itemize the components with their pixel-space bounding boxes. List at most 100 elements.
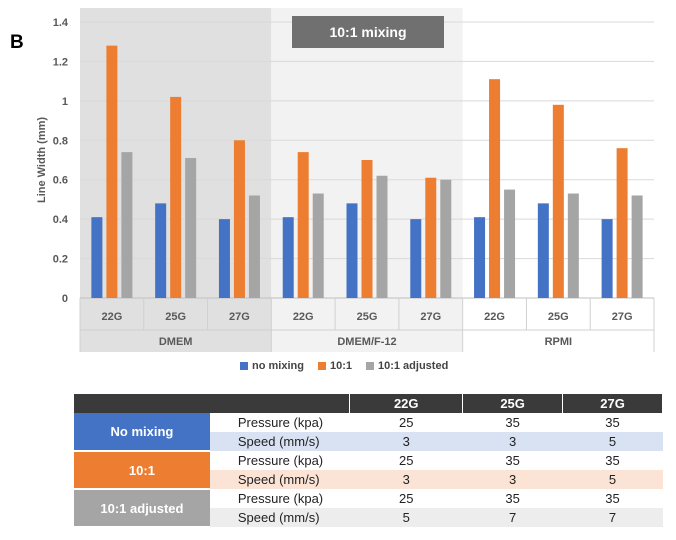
table-header-25g: 25G bbox=[462, 394, 564, 413]
chart-legend: no mixing 10:1 10:1 adjusted bbox=[240, 360, 448, 372]
bar-0-3 bbox=[282, 217, 294, 298]
table-row: Speed (mm/s) 5 7 7 bbox=[74, 508, 663, 527]
row-label: Pressure (kpa) bbox=[237, 491, 324, 506]
table-cell: 35 bbox=[605, 491, 620, 506]
row-label: Speed (mm/s) bbox=[209, 432, 350, 451]
table-cell: 35 bbox=[505, 453, 520, 468]
bar-2-3 bbox=[312, 193, 324, 298]
bar-1-7 bbox=[552, 104, 564, 298]
banner-box bbox=[292, 16, 444, 48]
table-cell: 7 bbox=[462, 508, 563, 527]
group-label: DMEM/F-12 bbox=[337, 336, 396, 348]
table-cell: 5 bbox=[562, 470, 663, 489]
group-label: RPMI bbox=[545, 336, 573, 348]
x-tick-label: 27G bbox=[229, 311, 250, 323]
row-label: Speed (mm/s) bbox=[209, 508, 350, 527]
bar-2-0 bbox=[121, 152, 133, 298]
y-tick-label: 1.2 bbox=[53, 56, 68, 68]
y-tick-label: 0 bbox=[62, 293, 68, 305]
bar-1-3 bbox=[297, 152, 309, 298]
legend-label-no-mixing: no mixing bbox=[252, 360, 304, 372]
bar-2-5 bbox=[440, 179, 452, 298]
table-cell: 35 bbox=[605, 453, 620, 468]
bar-1-0 bbox=[106, 45, 118, 299]
table-header-27g: 27G bbox=[562, 394, 663, 413]
table-header-row: 22G 25G 27G bbox=[74, 394, 663, 413]
legend-item-10-1: 10:1 bbox=[317, 360, 352, 372]
bar-chart: 0 0.2 0.4 0.6 0.8 1 1.2 1.4 Line Width (mm) 22G 25… bbox=[36, 8, 655, 352]
legend-item-10-1-adjusted: 10:1 adjusted bbox=[365, 360, 449, 372]
x-tick-label: 22G bbox=[484, 311, 505, 323]
bar-0-5 bbox=[410, 219, 422, 298]
y-tick-label: 0.6 bbox=[53, 175, 68, 187]
bar-2-6 bbox=[504, 189, 516, 298]
table-cell: 35 bbox=[505, 491, 520, 506]
table-cell: 3 bbox=[349, 432, 463, 451]
parameters-table: 22G 25G 27G No mixing Pressure (kpa) 25 … bbox=[74, 394, 663, 528]
bar-2-7 bbox=[567, 193, 579, 298]
legend-label-10-1-adjusted: 10:1 adjusted bbox=[377, 360, 449, 372]
y-axis-label: Line Width (mm) bbox=[36, 117, 48, 203]
table-cell: 3 bbox=[462, 432, 563, 451]
bar-0-1 bbox=[155, 203, 167, 298]
x-tick-label: 27G bbox=[420, 311, 441, 323]
legend-label-10-1: 10:1 bbox=[329, 360, 352, 372]
table-header-22g: 22G bbox=[349, 394, 464, 413]
x-tick-label: 25G bbox=[357, 311, 378, 323]
x-tick-label: 25G bbox=[165, 311, 186, 323]
legend-swatch-10-1-adjusted bbox=[365, 362, 374, 370]
y-tick-label: 0.2 bbox=[53, 254, 68, 266]
x-tick-label: 22G bbox=[293, 311, 314, 323]
table-cell: 25 bbox=[399, 453, 414, 468]
table-cell: 5 bbox=[562, 432, 663, 451]
table-cell: 35 bbox=[505, 415, 520, 430]
bar-0-2 bbox=[218, 219, 230, 298]
panel-label: B bbox=[10, 32, 24, 53]
group-label: DMEM bbox=[159, 336, 193, 348]
table-cell: 35 bbox=[605, 415, 620, 430]
group-no-mixing: No mixing bbox=[74, 413, 210, 452]
y-tick-label: 0.4 bbox=[53, 214, 69, 226]
table-cell: 7 bbox=[562, 508, 663, 527]
bar-1-5 bbox=[425, 177, 437, 298]
y-tick-label: 0.8 bbox=[53, 135, 68, 147]
bar-2-4 bbox=[376, 175, 388, 298]
bar-1-4 bbox=[361, 160, 373, 298]
table-cell: 25 bbox=[399, 415, 414, 430]
legend-swatch-no-mixing bbox=[240, 362, 248, 370]
legend-swatch-10-1 bbox=[317, 362, 326, 370]
y-tick-label: 1.4 bbox=[53, 17, 69, 29]
table-cell: 5 bbox=[349, 508, 463, 527]
bar-0-4 bbox=[346, 203, 358, 298]
bar-1-6 bbox=[489, 79, 501, 299]
x-tick-label: 27G bbox=[612, 311, 633, 323]
table-cell: 25 bbox=[399, 491, 414, 506]
bar-1-2 bbox=[233, 140, 245, 298]
bar-0-6 bbox=[474, 217, 486, 298]
group-10-1-adjusted: 10:1 adjusted bbox=[74, 489, 210, 528]
table-row: 10:1 adjusted Pressure (kpa) 25 35 35 bbox=[74, 489, 663, 528]
table-cell: 3 bbox=[349, 470, 463, 489]
row-label: Pressure (kpa) bbox=[237, 415, 324, 430]
bar-1-8 bbox=[616, 148, 628, 298]
table-header-blank bbox=[74, 394, 351, 413]
bar-0-0 bbox=[91, 217, 103, 298]
table-row: Speed (mm/s) 3 3 5 bbox=[74, 432, 663, 451]
row-label: Pressure (kpa) bbox=[237, 453, 324, 468]
table-row: Speed (mm/s) 3 3 5 bbox=[74, 470, 663, 489]
bar-2-8 bbox=[631, 195, 643, 298]
group-10-1: 10:1 bbox=[74, 451, 210, 490]
legend-item-no-mixing: no mixing bbox=[240, 360, 304, 372]
bar-0-8 bbox=[601, 219, 613, 298]
y-tick-label: 1 bbox=[62, 96, 68, 108]
x-tick-label: 25G bbox=[548, 311, 569, 323]
table-row: 10:1 Pressure (kpa) 25 35 35 bbox=[74, 451, 663, 490]
bar-0-7 bbox=[537, 203, 549, 298]
table-row: No mixing Pressure (kpa) 25 35 35 bbox=[74, 413, 663, 452]
bar-2-1 bbox=[185, 158, 197, 298]
bar-1-1 bbox=[170, 96, 182, 299]
banner-label: 10:1 mixing bbox=[329, 24, 406, 40]
row-label: Speed (mm/s) bbox=[209, 470, 350, 489]
table-cell: 3 bbox=[462, 470, 563, 489]
x-tick-label: 22G bbox=[101, 311, 122, 323]
